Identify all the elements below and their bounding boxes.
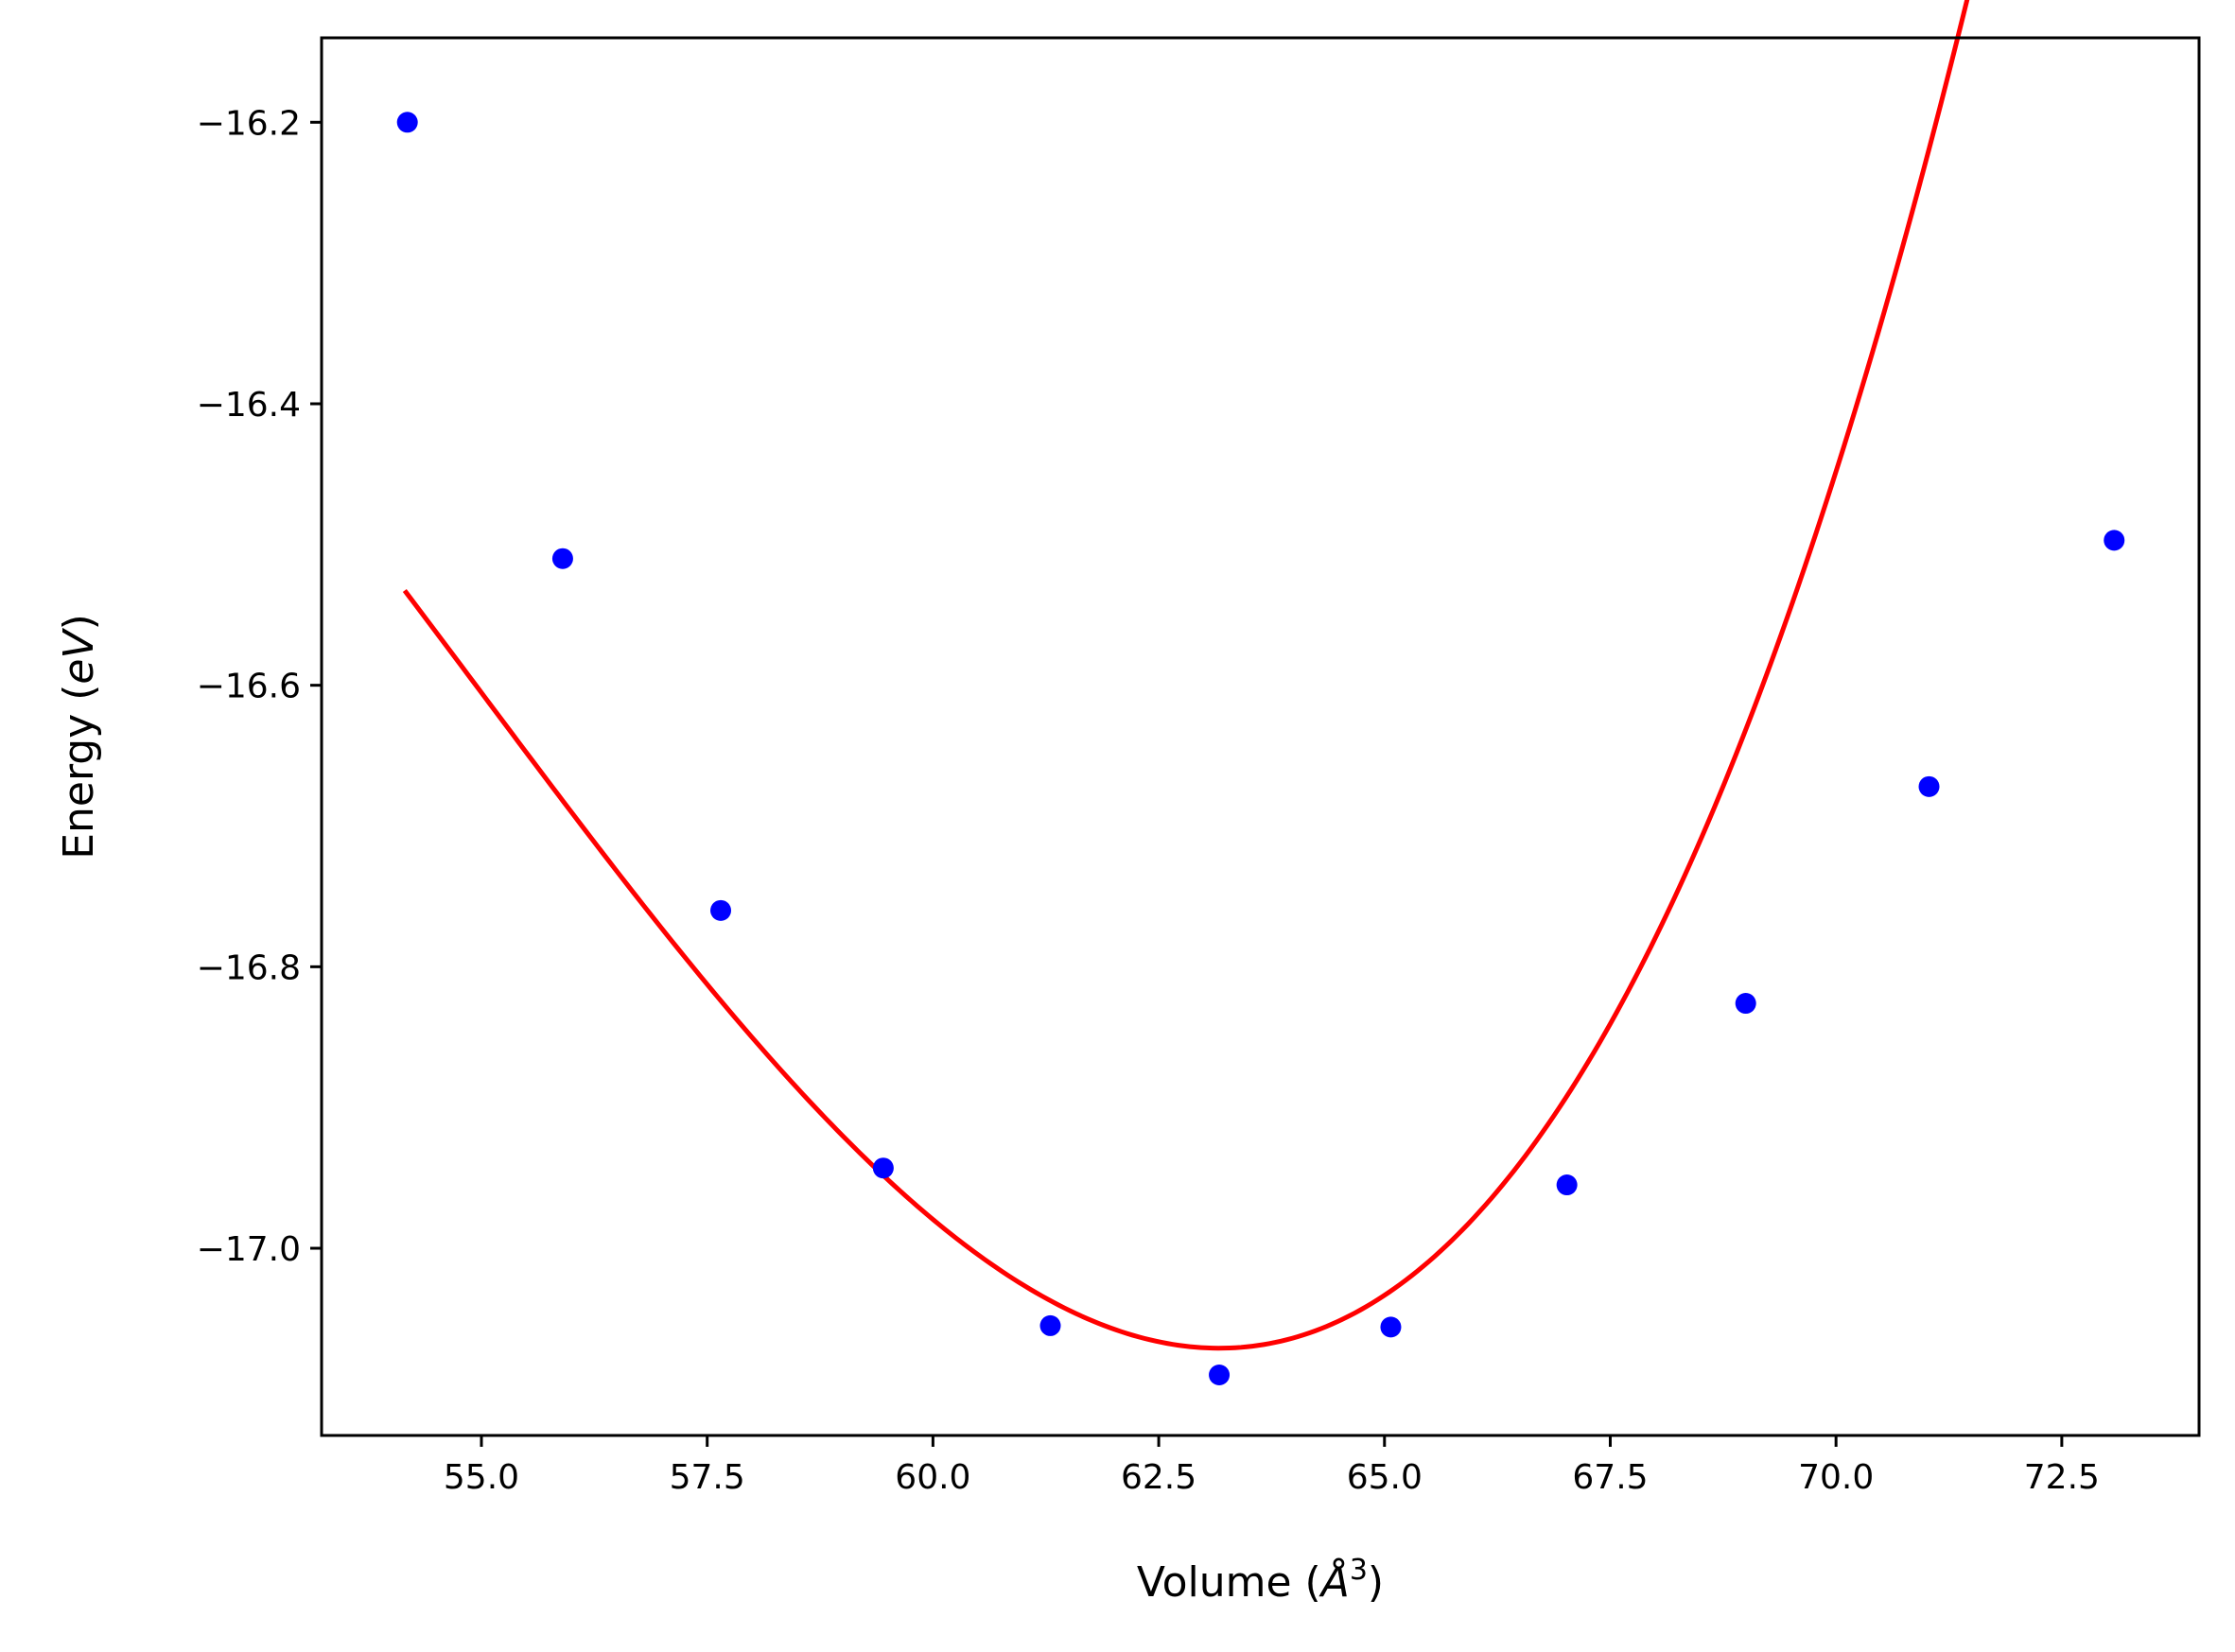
y-tick-label: −16.6 [197,668,301,706]
y-axis-label: Energy (eV) [55,614,103,860]
data-point [396,112,418,133]
data-point [551,548,573,569]
data-points [396,112,2125,1385]
data-point [2104,530,2125,551]
data-point [1039,1314,1061,1336]
plot-area [396,0,2125,1385]
x-tick-label: 67.5 [1572,1458,1648,1497]
data-point [1556,1174,1578,1196]
x-tick-label: 62.5 [1121,1458,1196,1497]
y-tick-label: −16.8 [197,948,301,987]
x-tick-label: 57.5 [670,1458,745,1497]
data-point [1380,1316,1402,1338]
y-tick-label: −17.0 [197,1230,301,1269]
data-point [1209,1364,1231,1385]
data-point [1735,993,1756,1015]
x-tick-label: 72.5 [2024,1458,2100,1497]
x-tick-label: 70.0 [1798,1458,1874,1497]
y-tick-label: −16.2 [197,104,301,143]
x-tick-label: 65.0 [1347,1458,1423,1497]
data-point [872,1157,894,1179]
y-tick-label: −16.4 [197,386,301,425]
y-axis-ticks: −16.2 −16.4 −16.6 −16.8 −17.0 [197,104,322,1269]
data-point [1918,775,1940,797]
x-tick-label: 60.0 [895,1458,970,1497]
x-tick-label: 55.0 [444,1458,519,1497]
data-point [710,899,732,921]
x-axis-label: Volume (Å3) [1137,1554,1384,1607]
axes-frame [320,36,2201,1437]
fit-curve [402,0,1970,1351]
x-axis-ticks: 55.0 57.5 60.0 62.5 65.0 67.5 70.0 72.5 [444,1435,2100,1497]
